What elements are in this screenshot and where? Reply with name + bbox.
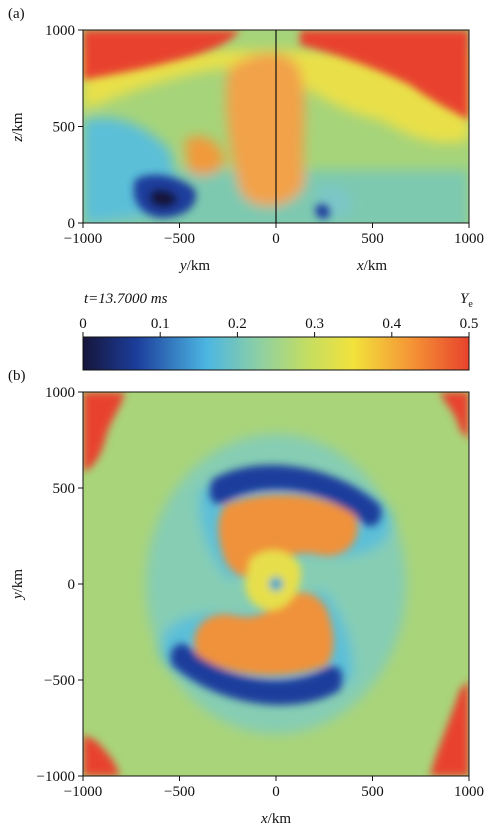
panel-b-spiral-edge-upper: [209, 465, 382, 527]
panel-a-xtick-label: −1000: [64, 231, 102, 247]
panel-b-ytick-label: 1000: [45, 385, 75, 401]
panel-a-xlabel-right: x/km: [356, 258, 387, 274]
panel-a-ytick-label: 500: [53, 120, 76, 136]
colorbar: [82, 336, 470, 371]
panel-a-heatmap: [83, 30, 469, 223]
panel-b-corner-bottom-left: [83, 735, 120, 776]
panel-b-ytick-label: −1000: [37, 769, 75, 785]
panel-b-spiral-arm-upper: [218, 494, 358, 578]
panel-b-xtick-label: 1000: [454, 784, 484, 800]
panel-a-xlabel-left: y/km: [178, 258, 210, 274]
colorbar-tick-label: 0.1: [151, 316, 170, 332]
panel-b-xtick-label: 0: [272, 784, 280, 800]
panel-a-orange-blob: [185, 136, 225, 176]
panel-b-axes: −1000 −500 0 500 1000 −1000 −500 0 500 1000: [37, 385, 484, 800]
panel-b-corner-bottom-right: [430, 680, 469, 776]
panel-a-xtick-label: 1000: [454, 231, 484, 247]
colorbar-tick-label: 0.3: [305, 316, 324, 332]
panel-a-dark-core: [150, 189, 178, 208]
panel-b-spiral-arm-lower: [194, 592, 334, 676]
time-label: t=13.7000 ms: [84, 291, 168, 307]
colorbar-tick-label: 0.5: [460, 316, 479, 332]
panel-a-xtick-label: 0: [272, 231, 280, 247]
panel-a-plume: [226, 53, 305, 207]
panel-b-ytick-label: −500: [44, 673, 75, 689]
panel-b-xlabel: x/km: [260, 811, 291, 827]
panel-b-corner-top-right: [440, 392, 469, 440]
panel-b-corner-top-left: [83, 392, 125, 472]
colorbar-tick-label: 0.2: [228, 316, 247, 332]
panel-b-xtick-label: −500: [164, 784, 195, 800]
colorbar-ticks: 0 0.1 0.2 0.3 0.4 0.5: [79, 316, 478, 337]
panel-a-yellow-upper: [83, 50, 469, 143]
panel-a-label: (a): [8, 6, 25, 22]
colorbar-title: Ye: [460, 291, 473, 310]
panel-a-red-top-right: [300, 30, 469, 120]
panel-a-red-top-left: [83, 30, 240, 80]
panel-a-xtick-label: −500: [164, 231, 195, 247]
panel-b-xtick-label: −1000: [64, 784, 102, 800]
panel-b-label: (b): [8, 368, 26, 384]
panel-a-ylabel: z/km: [10, 112, 26, 143]
colorbar-tick-label: 0.4: [382, 316, 401, 332]
panel-a-ytick-label: 1000: [45, 23, 75, 39]
panel-b-ytick-label: 0: [68, 577, 76, 593]
panel-b-xtick-label: 500: [361, 784, 384, 800]
panel-a-blue-right: [315, 204, 330, 220]
colorbar-tick-label: 0: [79, 316, 87, 332]
panel-a-axes: −1000 −500 0 500 1000 0 500 1000: [45, 23, 484, 247]
panel-b-ylabel: y/km: [10, 569, 26, 601]
panel-a-xtick-label: 500: [361, 231, 384, 247]
panel-a-ytick-label: 0: [68, 216, 76, 232]
panel-b-core: [269, 577, 283, 591]
panel-b-spiral-edge-lower: [170, 643, 343, 705]
panel-b-heatmap: [83, 392, 469, 776]
panel-b-ytick-label: 500: [53, 481, 76, 497]
